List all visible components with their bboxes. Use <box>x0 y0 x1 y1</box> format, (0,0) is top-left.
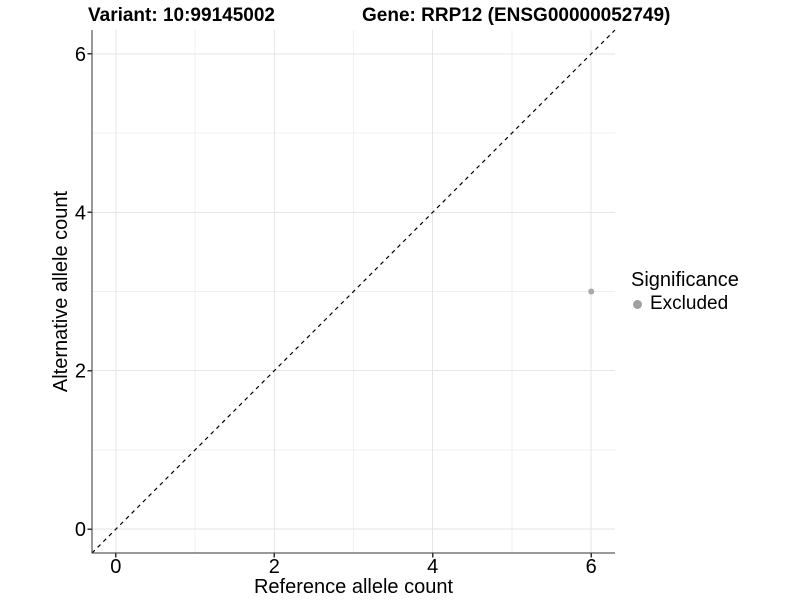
legend-entry-label: Excluded <box>650 293 729 314</box>
y-tick-label: 2 <box>75 361 86 383</box>
x-tick-label: 0 <box>110 556 121 578</box>
plot-title-variant: Variant: 10:99145002 <box>88 5 275 26</box>
legend-title: Significance <box>631 269 739 291</box>
legend-entries: Excluded <box>631 293 739 315</box>
legend-entry: Excluded <box>631 293 739 315</box>
grid-major <box>92 30 615 553</box>
y-axis-title: Alternative allele count <box>50 190 72 393</box>
x-tick-label: 4 <box>427 556 438 578</box>
legend-point-icon <box>633 299 642 309</box>
y-tick-label: 4 <box>75 202 86 224</box>
x-axis-title: Reference allele count <box>253 576 453 598</box>
plot-title-gene: Gene: RRP12 (ENSG00000052749) <box>362 5 671 26</box>
y-tick-label: 6 <box>75 44 86 66</box>
legend: Significance Excluded <box>631 268 739 315</box>
x-tick-label: 2 <box>269 556 280 578</box>
data-point <box>588 288 595 295</box>
axis-ticks <box>87 53 592 558</box>
identity-line <box>91 29 616 554</box>
y-tick-label: 0 <box>75 519 86 541</box>
x-tick-label: 6 <box>586 556 597 578</box>
